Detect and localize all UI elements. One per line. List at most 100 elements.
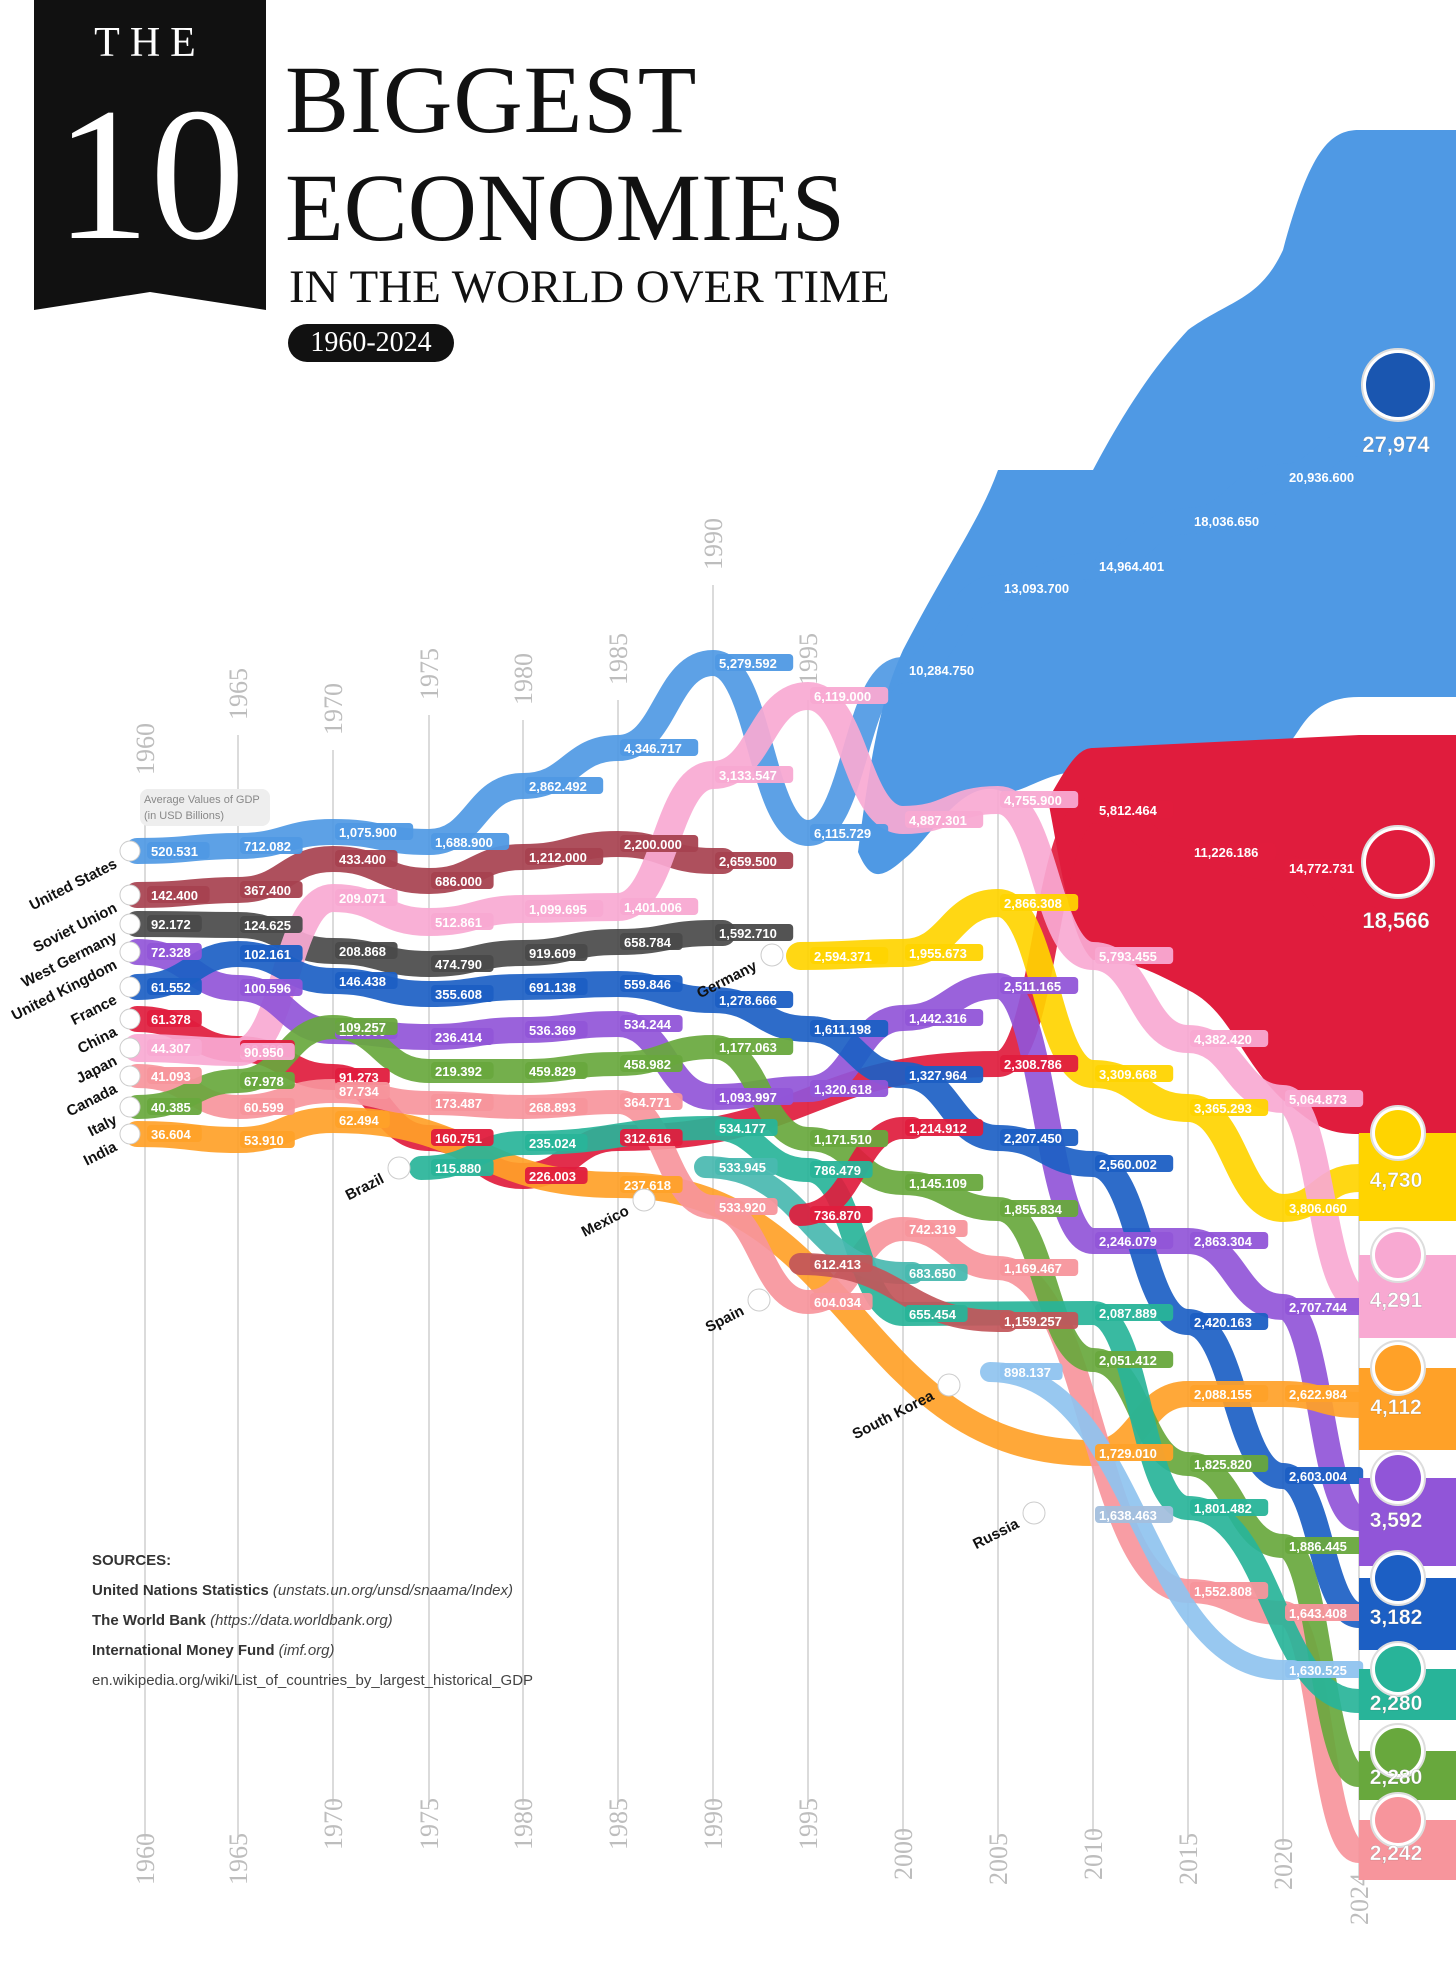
value-label: 5,064.873 xyxy=(1285,1090,1364,1107)
value-label: 109.257 xyxy=(335,1018,398,1035)
value-label-text: 1,212.000 xyxy=(529,850,587,865)
value-label: 355.608 xyxy=(431,985,494,1002)
source-url[interactable]: (imf.org) xyxy=(278,1642,335,1659)
value-label: 512.861 xyxy=(431,913,494,930)
value-label-text: 173.487 xyxy=(435,1096,482,1111)
china-flag-fill xyxy=(1366,830,1430,894)
value-label: 2,866.308 xyxy=(1000,894,1079,911)
value-label-text: 1,075.900 xyxy=(339,825,397,840)
value-label: 3,133.547 xyxy=(715,766,794,783)
value-label-text: 236.414 xyxy=(435,1030,483,1045)
value-label: 41.093 xyxy=(147,1067,202,1084)
value-label: 237.618 xyxy=(620,1176,683,1193)
year-tick-bottom: 1960 xyxy=(131,1833,160,1885)
value-label: 115.880 xyxy=(431,1159,494,1176)
brazil-flag-fill xyxy=(1375,1646,1421,1692)
value-label-text: 1,327.964 xyxy=(909,1068,968,1083)
value-label: 2,207.450 xyxy=(1000,1129,1079,1146)
value-label: 312.616 xyxy=(620,1129,683,1146)
value-label-text: 219.392 xyxy=(435,1064,482,1079)
period-badge: 1960-2024 xyxy=(288,324,454,362)
value-label: 2,622.984 xyxy=(1285,1385,1364,1402)
source-url[interactable]: (unstats.un.org/unsd/snaama/Index) xyxy=(272,1582,514,1599)
value-label: 2,051.412 xyxy=(1095,1351,1174,1368)
value-label-text: 142.400 xyxy=(151,888,198,903)
value-label-text: 5,064.873 xyxy=(1289,1092,1347,1107)
value-label-text: 1,643.408 xyxy=(1289,1606,1347,1621)
title-badge: THE 10 xyxy=(34,0,266,310)
year-tick-top: 1980 xyxy=(509,653,538,705)
value-label: 146.438 xyxy=(335,972,398,989)
value-label: 2,707.744 xyxy=(1285,1298,1364,1315)
year-tick-top: 1985 xyxy=(604,633,633,685)
year-tick-top: 1975 xyxy=(415,648,444,700)
value-label: 4,887.301 xyxy=(905,811,984,828)
start-country-label: France xyxy=(68,991,120,1028)
value-label: 219.392 xyxy=(431,1062,494,1079)
value-label: 40.385 xyxy=(147,1098,202,1115)
value-label-text: 1,825.820 xyxy=(1194,1457,1252,1472)
value-label-text: 5,793.455 xyxy=(1099,949,1157,964)
value-label-text: 364.771 xyxy=(624,1095,671,1110)
value-label-text: 2,207.450 xyxy=(1004,1131,1062,1146)
value-label-text: 2,051.412 xyxy=(1099,1353,1157,1368)
value-label: 1,278.666 xyxy=(715,991,794,1008)
value-label: 2,200.000 xyxy=(620,835,699,852)
value-label: 1,855.834 xyxy=(1000,1200,1079,1217)
year-tick-bottom: 2005 xyxy=(984,1833,1013,1885)
value-label: 6,119.000 xyxy=(810,687,889,704)
value-label: 459.829 xyxy=(525,1062,588,1079)
value-label: 433.400 xyxy=(335,850,398,867)
value-label-text: 115.880 xyxy=(435,1161,481,1176)
year-tick-bottom: 1990 xyxy=(699,1798,728,1850)
value-label-text: 1,169.467 xyxy=(1004,1261,1062,1276)
value-label-text: 2,088.155 xyxy=(1194,1387,1252,1402)
value-label-text: 3,365.293 xyxy=(1194,1101,1252,1116)
value-label-text: 2,594.371 xyxy=(814,949,872,964)
value-label-text: 2,659.500 xyxy=(719,854,777,869)
value-label-text: 14,964.401 xyxy=(1099,559,1164,574)
value-label-text: 100.596 xyxy=(244,981,291,996)
year-tick-bottom: 1980 xyxy=(509,1798,538,1850)
value-label: 1,214.912 xyxy=(905,1119,984,1136)
value-label-text: 604.034 xyxy=(814,1295,862,1310)
value-label: 268.893 xyxy=(525,1098,588,1115)
end-badge-brazil: 2,280 xyxy=(1369,1641,1426,1715)
value-label: 61.378 xyxy=(147,1010,202,1027)
value-label: 658.784 xyxy=(620,933,683,950)
value-label: 2,560.002 xyxy=(1095,1155,1174,1172)
value-label-text: 13,093.700 xyxy=(1004,581,1069,596)
value-label-text: 2,308.786 xyxy=(1004,1057,1062,1072)
value-label: 100.596 xyxy=(240,979,303,996)
value-label: 124.625 xyxy=(240,916,303,933)
end-value-uk: 3,592 xyxy=(1370,1509,1423,1532)
value-label-text: 312.616 xyxy=(624,1131,671,1146)
value-label-text: 4,887.301 xyxy=(909,813,967,828)
value-label-text: 1,145.109 xyxy=(909,1176,967,1191)
year-tick-top: 1965 xyxy=(224,668,253,720)
value-label-text: 683.650 xyxy=(909,1266,956,1281)
value-label-text: 367.400 xyxy=(244,883,291,898)
india-flag-fill xyxy=(1375,1345,1421,1391)
entry-country-label: Spain xyxy=(703,1302,747,1336)
value-label: 1,171.510 xyxy=(810,1130,889,1147)
entry-flag-icon xyxy=(937,1373,961,1397)
source-url[interactable]: (https://data.worldbank.org) xyxy=(210,1612,393,1629)
value-label-text: 60.599 xyxy=(244,1100,284,1115)
value-label-text: 1,320.618 xyxy=(814,1082,872,1097)
end-badge-japan: 4,291 xyxy=(1369,1227,1426,1312)
value-label-text: 44.307 xyxy=(151,1041,191,1056)
value-label: 742.319 xyxy=(905,1220,968,1237)
value-label: 536.369 xyxy=(525,1021,588,1038)
value-label-text: 2,087.889 xyxy=(1099,1306,1157,1321)
value-label: 2,420.163 xyxy=(1190,1313,1269,1330)
value-label-text: 433.400 xyxy=(339,852,386,867)
value-label-text: 2,511.165 xyxy=(1004,979,1061,994)
value-label-text: 208.868 xyxy=(339,944,386,959)
year-tick-bottom: 2024 xyxy=(1345,1873,1374,1925)
value-label-text: 109.257 xyxy=(339,1020,386,1035)
source-url[interactable]: en.wikipedia.org/wiki/List_of_countries_… xyxy=(92,1672,534,1689)
value-label-text: 2,420.163 xyxy=(1194,1315,1252,1330)
value-label-text: 533.945 xyxy=(719,1160,766,1175)
value-label: 36.604 xyxy=(147,1125,202,1142)
